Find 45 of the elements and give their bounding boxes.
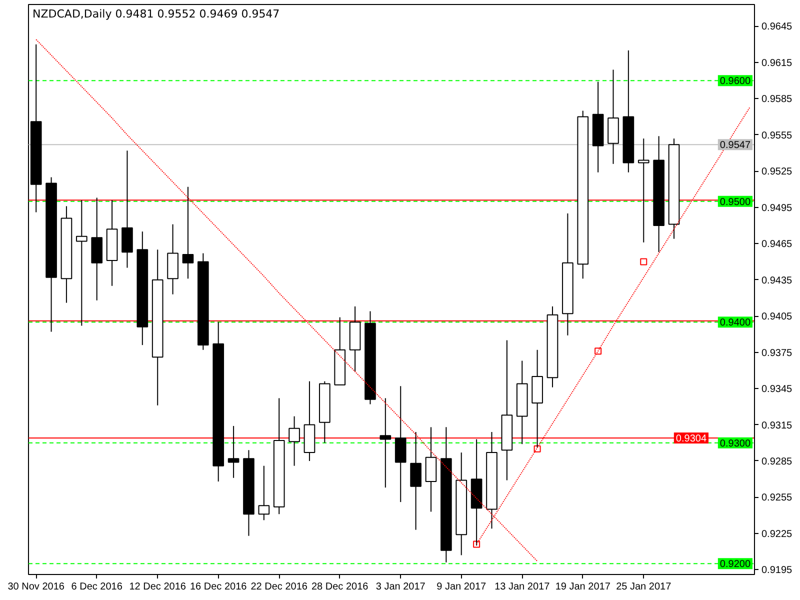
ref-line-label: 0.9500 xyxy=(720,196,751,208)
candlestick xyxy=(258,465,270,521)
y-tick-label: 0.9465 xyxy=(762,239,793,250)
x-tick-label: 16 Dec 2016 xyxy=(190,582,248,592)
ref-line-label: 0.9200 xyxy=(720,559,751,570)
point xyxy=(594,348,602,355)
x-tick-label: 13 Jan 2017 xyxy=(494,582,550,592)
x-tick-label: 19 Jan 2017 xyxy=(555,582,611,592)
candlestick xyxy=(410,432,422,530)
y-tick-label: 0.9615 xyxy=(762,58,793,69)
x-tick-label: 3 Jan 2017 xyxy=(376,582,426,592)
ref-line-label: 0.9300 xyxy=(720,438,751,450)
candlestick xyxy=(638,138,650,243)
x-tick-label: 12 Dec 2016 xyxy=(129,582,186,592)
candlestick xyxy=(228,425,240,478)
y-tick-label: 0.9375 xyxy=(762,348,793,359)
candlestick xyxy=(76,200,88,326)
y-tick-label: 0.9495 xyxy=(762,202,793,214)
y-tick-label: 0.9285 xyxy=(762,456,793,468)
y-tick-label: 0.9315 xyxy=(762,420,793,432)
y-tick-label: 0.9405 xyxy=(762,312,793,323)
y-tick-label: 0.9525 xyxy=(762,166,793,178)
chart-title: NZDCAD,Daily 0.9481 0.9552 0.9469 0.9547 xyxy=(32,8,280,20)
y-tick-label: 0.9555 xyxy=(762,130,793,142)
ref-line-label: 0.9304 xyxy=(676,434,707,445)
y-tick-label: 0.9345 xyxy=(762,384,793,396)
point xyxy=(640,258,648,266)
candlestick xyxy=(182,186,194,280)
x-tick-label: 9 Jan 2017 xyxy=(436,582,487,592)
y-tick-label: 0.9255 xyxy=(762,492,793,504)
ref-line-label: 0.9547 xyxy=(720,140,751,152)
x-tick-label: 25 Jan 2017 xyxy=(616,582,672,592)
ref-line-label: 0.9600 xyxy=(720,76,751,88)
y-tick-label: 0.9225 xyxy=(762,528,793,540)
y-tick-label: 0.9585 xyxy=(762,94,793,106)
ref-line-label: 0.9400 xyxy=(720,318,751,329)
x-tick-label: 6 Dec 2016 xyxy=(71,582,123,592)
x-tick-label: 28 Dec 2016 xyxy=(312,582,369,592)
y-tick-label: 0.9435 xyxy=(762,275,793,286)
candlestick xyxy=(288,416,300,466)
x-tick-label: 30 Nov 2016 xyxy=(8,582,65,592)
x-tick-label: 22 Dec 2016 xyxy=(250,582,308,592)
y-tick-label: 0.9195 xyxy=(762,565,793,576)
candlestick xyxy=(380,398,392,488)
y-tick-label: 0.9645 xyxy=(762,22,793,33)
